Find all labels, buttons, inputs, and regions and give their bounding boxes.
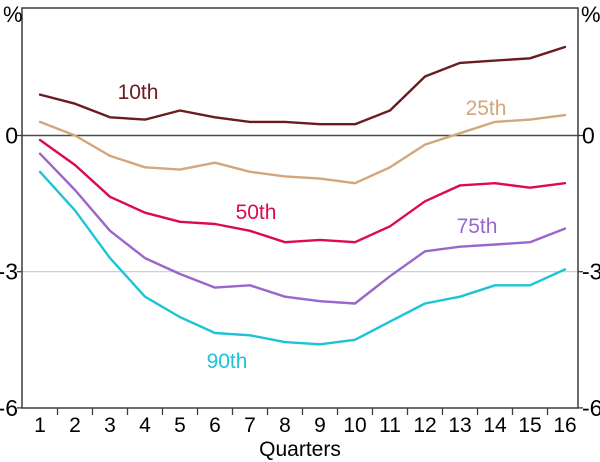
y-label-right--3: -3 xyxy=(582,259,600,285)
x-label-15: 15 xyxy=(518,414,541,437)
y-label-left--3: -3 xyxy=(0,259,18,285)
x-label-11: 11 xyxy=(379,414,401,437)
plot-frame xyxy=(21,7,579,409)
x-label-6: 6 xyxy=(209,414,221,437)
series-label-25th: 25th xyxy=(466,97,507,120)
y-label-right--6: -6 xyxy=(582,395,600,421)
y-label-left-0: 0 xyxy=(5,123,18,149)
x-label-3: 3 xyxy=(104,414,116,437)
series-label-90th: 90th xyxy=(207,350,248,373)
y-label-left--6: -6 xyxy=(0,395,18,421)
x-label-10: 10 xyxy=(343,414,366,437)
y-label-right-0: 0 xyxy=(582,123,595,149)
series-line-90th xyxy=(38,170,567,346)
x-label-13: 13 xyxy=(448,414,471,437)
x-label-12: 12 xyxy=(413,414,436,437)
x-label-4: 4 xyxy=(139,414,151,437)
x-label-16: 16 xyxy=(553,414,576,437)
y-unit-left: % xyxy=(3,2,23,27)
series-line-50th xyxy=(38,138,567,244)
series-label-75th: 75th xyxy=(457,215,498,238)
x-label-5: 5 xyxy=(174,414,186,437)
x-label-2: 2 xyxy=(69,414,81,437)
series-label-50th: 50th xyxy=(236,201,277,224)
series-line-10th xyxy=(38,45,567,126)
x-label-8: 8 xyxy=(279,414,291,437)
x-label-14: 14 xyxy=(483,414,507,437)
x-label-7: 7 xyxy=(244,414,256,437)
x-label-9: 9 xyxy=(314,414,326,437)
x-label-1: 1 xyxy=(34,414,46,437)
series-line-75th xyxy=(38,152,567,305)
chart-render-root: 10th25th50th75th90th00-3-3-6-61234567891… xyxy=(0,7,600,437)
series-line-25th xyxy=(38,113,567,185)
y-unit-right: % xyxy=(581,2,600,27)
series-label-10th: 10th xyxy=(118,81,159,104)
x-axis-title: Quarters xyxy=(259,438,341,461)
